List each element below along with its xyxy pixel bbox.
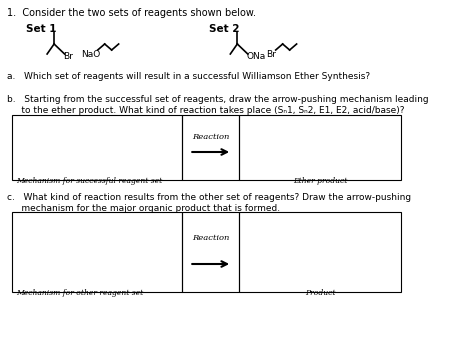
Bar <box>182 115 239 180</box>
Bar <box>182 212 239 292</box>
Text: a.   Which set of reagents will result in a successful Williamson Ether Synthesi: a. Which set of reagents will result in … <box>7 72 370 81</box>
Text: 1.  Consider the two sets of reagents shown below.: 1. Consider the two sets of reagents sho… <box>7 8 256 18</box>
Text: Product: Product <box>305 289 336 297</box>
Bar <box>239 212 401 292</box>
Text: Set 2: Set 2 <box>210 24 240 34</box>
Bar <box>12 212 182 292</box>
Text: Reaction: Reaction <box>192 234 229 242</box>
Text: Ether product: Ether product <box>293 177 347 185</box>
Text: to the ether product. What kind of reaction takes place (Sₙ1, Sₙ2, E1, E2, acid/: to the ether product. What kind of react… <box>7 106 404 115</box>
Bar <box>239 115 401 180</box>
Text: Mechanism for successful reagent set: Mechanism for successful reagent set <box>16 177 162 185</box>
Text: ONa: ONa <box>246 52 265 61</box>
Text: Set 1: Set 1 <box>26 24 57 34</box>
Text: mechanism for the major organic product that is formed.: mechanism for the major organic product … <box>7 204 280 213</box>
Bar <box>12 115 182 180</box>
Text: Reaction: Reaction <box>192 133 229 141</box>
Text: b.   Starting from the successful set of reagents, draw the arrow-pushing mechan: b. Starting from the successful set of r… <box>7 95 428 104</box>
Text: NaO: NaO <box>81 50 100 59</box>
Text: Br: Br <box>63 52 73 61</box>
Text: Br: Br <box>266 50 276 59</box>
Text: Mechanism for other reagent set: Mechanism for other reagent set <box>16 289 143 297</box>
Text: c.   What kind of reaction results from the other set of reagents? Draw the arro: c. What kind of reaction results from th… <box>7 193 411 202</box>
